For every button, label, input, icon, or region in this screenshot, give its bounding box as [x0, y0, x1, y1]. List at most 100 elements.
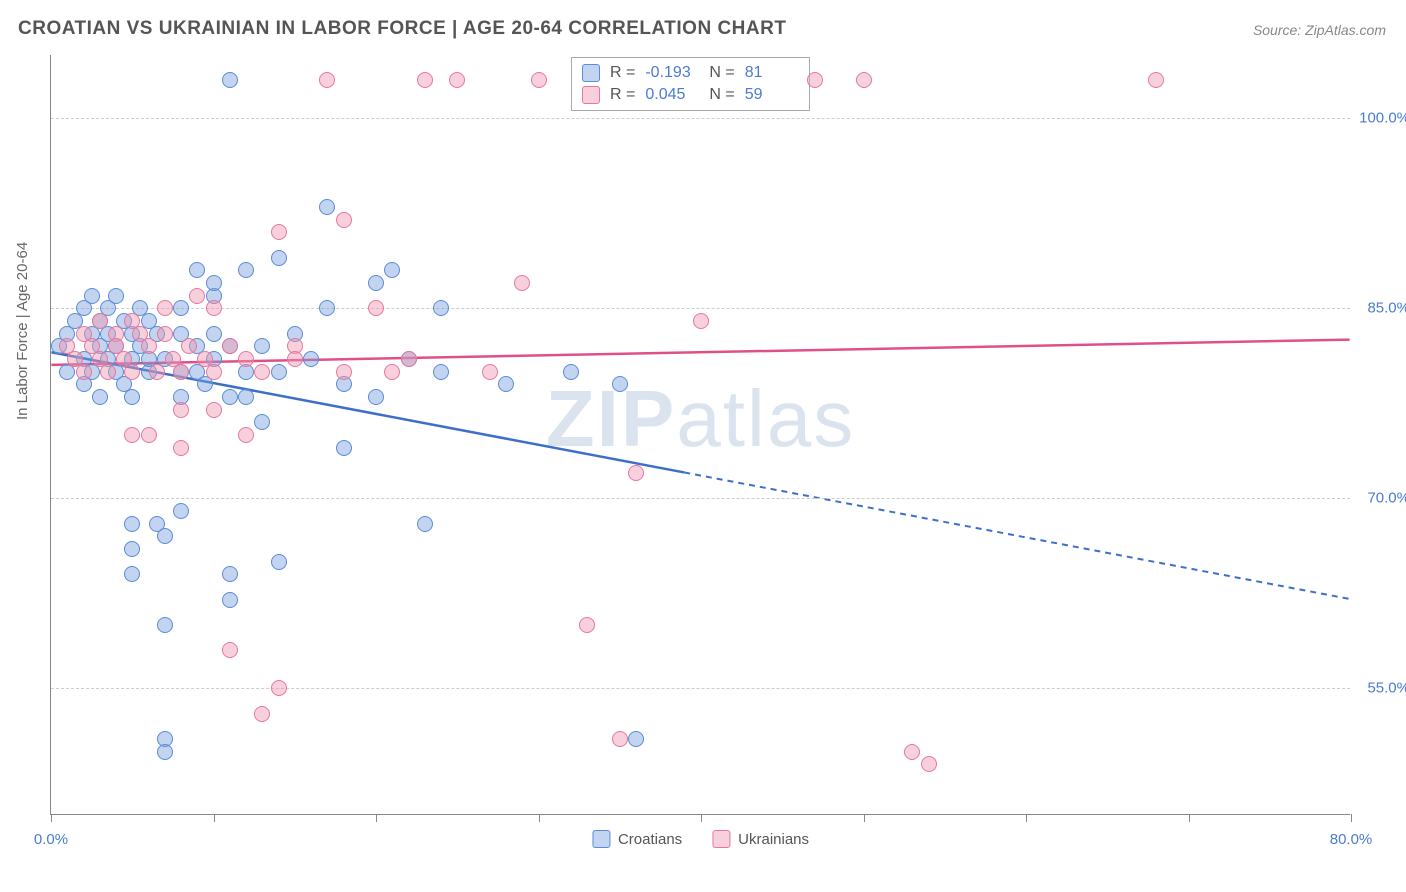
data-point [612, 731, 628, 747]
x-tick [1189, 814, 1190, 822]
gridline [51, 308, 1350, 309]
data-point [449, 72, 465, 88]
data-point [254, 706, 270, 722]
data-point [417, 72, 433, 88]
data-point [693, 313, 709, 329]
chart-title: CROATIAN VS UKRAINIAN IN LABOR FORCE | A… [18, 18, 786, 40]
x-tick [539, 814, 540, 822]
data-point [433, 300, 449, 316]
data-point [100, 364, 116, 380]
data-point [271, 224, 287, 240]
data-point [368, 275, 384, 291]
x-tick [214, 814, 215, 822]
data-point [612, 376, 628, 392]
data-point [271, 680, 287, 696]
data-point [124, 389, 140, 405]
data-point [238, 427, 254, 443]
data-point [563, 364, 579, 380]
data-point [157, 617, 173, 633]
x-tick [1026, 814, 1027, 822]
watermark-suffix: atlas [676, 374, 855, 463]
data-point [254, 338, 270, 354]
legend-item-ukrainians: Ukrainians [712, 830, 809, 848]
gridline [51, 688, 1350, 689]
data-point [157, 528, 173, 544]
stats-row-croatians: R = -0.193 N = 81 [582, 62, 799, 84]
data-point [222, 72, 238, 88]
stats-legend: R = -0.193 N = 81 R = 0.045 N = 59 [571, 57, 810, 111]
y-tick-label: 85.0% [1355, 300, 1406, 317]
data-point [238, 389, 254, 405]
r-value-croatians: -0.193 [645, 64, 699, 82]
data-point [222, 389, 238, 405]
y-tick-label: 70.0% [1355, 490, 1406, 507]
data-point [92, 389, 108, 405]
data-point [124, 566, 140, 582]
watermark: ZIPatlas [546, 373, 855, 465]
data-point [189, 262, 205, 278]
data-point [482, 364, 498, 380]
swatch-croatians [582, 64, 600, 82]
data-point [181, 338, 197, 354]
y-tick-label: 55.0% [1355, 680, 1406, 697]
data-point [92, 313, 108, 329]
x-tick [864, 814, 865, 822]
data-point [206, 275, 222, 291]
data-point [222, 338, 238, 354]
gridline [51, 498, 1350, 499]
data-point [149, 364, 165, 380]
data-point [124, 516, 140, 532]
bottom-legend: Croatians Ukrainians [592, 830, 809, 848]
data-point [84, 288, 100, 304]
y-tick-label: 100.0% [1355, 110, 1406, 127]
data-point [417, 516, 433, 532]
data-point [222, 566, 238, 582]
swatch-ukrainians [582, 86, 600, 104]
legend-item-croatians: Croatians [592, 830, 682, 848]
data-point [238, 351, 254, 367]
data-point [124, 541, 140, 557]
data-point [531, 72, 547, 88]
data-point [628, 731, 644, 747]
data-point [254, 414, 270, 430]
r-label: R = [610, 86, 635, 104]
x-tick [1351, 814, 1352, 822]
data-point [856, 72, 872, 88]
data-point [157, 300, 173, 316]
n-value-croatians: 81 [745, 64, 799, 82]
chart-container: CROATIAN VS UKRAINIAN IN LABOR FORCE | A… [0, 0, 1406, 892]
data-point [206, 402, 222, 418]
data-point [336, 212, 352, 228]
x-tick [51, 814, 52, 822]
data-point [173, 364, 189, 380]
n-value-ukrainians: 59 [745, 86, 799, 104]
data-point [336, 440, 352, 456]
data-point [238, 262, 254, 278]
n-label: N = [709, 86, 734, 104]
data-point [189, 288, 205, 304]
x-tick-label: 80.0% [1330, 831, 1373, 848]
data-point [368, 300, 384, 316]
data-point [141, 338, 157, 354]
data-point [1148, 72, 1164, 88]
x-tick [701, 814, 702, 822]
data-point [271, 554, 287, 570]
data-point [368, 389, 384, 405]
data-point [319, 199, 335, 215]
data-point [206, 326, 222, 342]
data-point [206, 300, 222, 316]
data-point [222, 592, 238, 608]
swatch-croatians [592, 830, 610, 848]
data-point [157, 744, 173, 760]
data-point [287, 351, 303, 367]
data-point [108, 288, 124, 304]
data-point [173, 402, 189, 418]
stats-row-ukrainians: R = 0.045 N = 59 [582, 84, 799, 106]
legend-label-ukrainians: Ukrainians [738, 831, 809, 848]
r-value-ukrainians: 0.045 [645, 86, 699, 104]
y-axis-label: In Labor Force | Age 20-64 [14, 242, 31, 420]
swatch-ukrainians [712, 830, 730, 848]
data-point [807, 72, 823, 88]
data-point [401, 351, 417, 367]
data-point [904, 744, 920, 760]
